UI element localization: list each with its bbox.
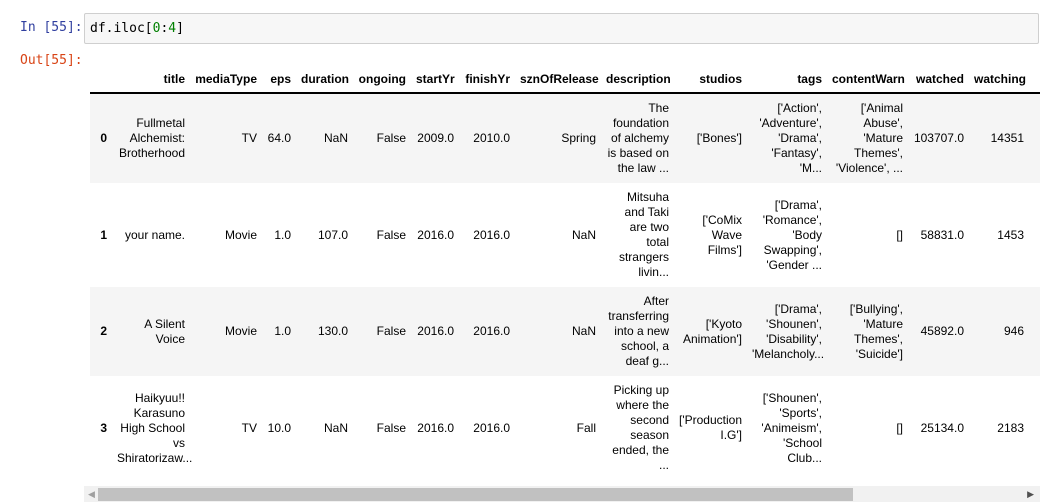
table-cell: A Silent Voice: [144, 316, 185, 346]
column-header: description: [601, 66, 674, 94]
table-cell: NaN: [571, 324, 596, 338]
table-cell: ['Action', 'Adventure', 'Drama', 'Fantas…: [759, 101, 822, 175]
table-cell: 2016.0: [473, 420, 510, 435]
table-cell: Fullmetal Alchemist: Brotherhood: [118, 116, 185, 160]
table-cell: [1029, 376, 1040, 480]
table-cell: 1453: [997, 227, 1024, 242]
table-cell: After transferring into a new school, a …: [608, 294, 669, 368]
table-row: 1 your name. Movie 1.0 107.0 False 2016.0 2016.…: [90, 183, 1040, 287]
table-cell: The foundation of alchemy is based on th…: [607, 101, 669, 175]
table-cell: False: [376, 131, 406, 145]
scroll-right-arrow-icon[interactable]: ▶: [1027, 489, 1034, 499]
column-header: duration: [296, 66, 353, 94]
code-number: 4: [168, 21, 177, 36]
table-cell: Haikyuu!! Karasuno High School vs Shirat…: [117, 390, 193, 465]
table-cell: ['Production I.G']: [679, 413, 742, 442]
column-header: mediaType: [190, 66, 262, 94]
row-index: 0: [100, 131, 107, 145]
column-header: title: [112, 66, 190, 94]
column-header: sznOfRelease: [515, 66, 601, 94]
table-cell: 1.0: [274, 324, 291, 338]
table-cell: ['Animal Abuse', 'Mature Themes', 'Viole…: [835, 101, 903, 175]
table-cell: ['Bullying', 'Mature Themes', 'Suicide']: [849, 301, 903, 361]
column-header: startYr: [411, 66, 459, 94]
column-header: studios: [674, 66, 747, 94]
table-cell: 103707.0: [913, 131, 964, 145]
table-cell: TV: [241, 131, 257, 145]
dataframe-output: title mediaType eps duration ongoing startYr f…: [90, 66, 1040, 484]
table-cell: 130.0: [317, 324, 348, 338]
input-prompt: In [55]:: [20, 20, 83, 35]
table-cell: 2010.0: [473, 131, 510, 145]
table-cell: TV: [241, 420, 257, 435]
table-cell: [1029, 93, 1040, 183]
table-cell: your name.: [124, 227, 185, 242]
table-cell: 107.0: [317, 227, 348, 242]
table-cell: 2009.0: [417, 131, 454, 145]
scroll-left-arrow-icon[interactable]: ◀: [88, 489, 95, 499]
row-index: 1: [100, 227, 107, 242]
row-index: 3: [100, 420, 107, 435]
table-cell: 2016.0: [417, 324, 454, 338]
table-cell: 2016.0: [473, 227, 510, 242]
table-cell: False: [376, 227, 406, 242]
table-cell: Picking up where the second season ended…: [612, 383, 669, 472]
dataframe-table: title mediaType eps duration ongoing startYr f…: [90, 66, 1040, 480]
table-cell: 2183: [997, 420, 1024, 435]
table-row: 0 Fullmetal Alchemist: Brotherhood TV 64.0 N…: [90, 93, 1040, 183]
table-cell: 10.0: [267, 420, 291, 435]
table-cell: ['Kyoto Animation']: [683, 316, 742, 346]
table-row: 2 A Silent Voice Movie 1.0 130.0 False 2016.0 2…: [90, 287, 1040, 376]
column-header: ongoing: [353, 66, 411, 94]
table-cell: Movie: [224, 227, 257, 242]
table-cell: [1029, 183, 1040, 287]
table-cell: 2016.0: [417, 420, 454, 435]
column-header: contentWarn: [827, 66, 908, 94]
table-cell: False: [376, 324, 406, 338]
output-prompt: Out[55]:: [20, 53, 83, 68]
table-cell: 1.0: [274, 227, 291, 242]
table-cell: NaN: [323, 420, 348, 435]
header-row: title mediaType eps duration ongoing startYr f…: [90, 66, 1040, 94]
code-text: ]: [176, 21, 184, 36]
column-header: eps: [262, 66, 296, 94]
table-cell: 946: [1003, 324, 1024, 338]
column-header: watched: [908, 66, 969, 94]
table-cell: ['CoMix Wave Films']: [702, 212, 742, 257]
code-number: 0: [152, 21, 161, 36]
table-cell: NaN: [571, 227, 596, 242]
row-index: 2: [100, 324, 107, 338]
table-cell: ['Shounen', 'Sports', 'Animeism', 'Schoo…: [761, 390, 822, 465]
horizontal-scrollbar[interactable]: ◀ ▶: [84, 486, 1040, 502]
table-cell: 2016.0: [473, 324, 510, 338]
table-cell: Spring: [561, 131, 596, 145]
index-header: [90, 66, 112, 94]
column-header: w: [1029, 66, 1040, 94]
table-cell: 45892.0: [920, 324, 964, 338]
table-row: 3 Haikyuu!! Karasuno High School vs Shira…: [90, 376, 1040, 480]
code-input-cell[interactable]: df.iloc[0:4]: [84, 13, 1039, 44]
table-cell: []: [896, 227, 903, 242]
column-header: tags: [747, 66, 827, 94]
column-header: finishYr: [459, 66, 515, 94]
table-cell: 58831.0: [920, 227, 964, 242]
table-cell: [1029, 287, 1040, 376]
table-cell: Mitsuha and Taki are two total strangers…: [618, 190, 669, 279]
table-cell: NaN: [323, 131, 348, 145]
code-text: df.iloc[: [90, 21, 153, 36]
table-cell: ['Drama', 'Romance', 'Body Swapping', 'G…: [762, 197, 822, 272]
scrollbar-thumb[interactable]: [98, 488, 853, 501]
table-cell: 25134.0: [920, 420, 964, 435]
table-cell: []: [896, 420, 903, 435]
column-header: watching: [969, 66, 1029, 94]
table-cell: 2016.0: [417, 227, 454, 242]
table-cell: ['Drama', 'Shounen', 'Disability', 'Mela…: [752, 301, 825, 361]
table-cell: False: [376, 420, 406, 435]
table-cell: Fall: [576, 420, 596, 435]
code-text: :: [160, 21, 169, 36]
table-cell: Movie: [224, 324, 257, 338]
table-cell: 64.0: [267, 131, 291, 145]
table-cell: ['Bones']: [696, 131, 742, 145]
table-cell: 14351: [990, 131, 1024, 145]
